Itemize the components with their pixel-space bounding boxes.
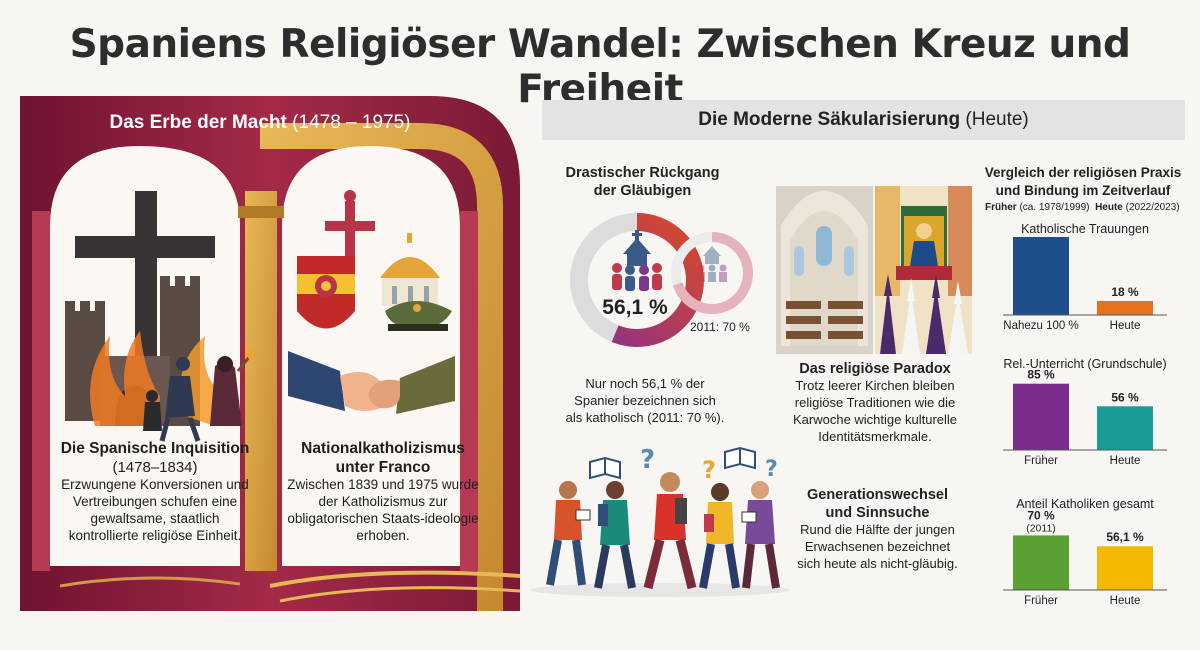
generation-title: Generationswechsel und Sinnsuche bbox=[806, 487, 949, 522]
category-label: Nahezu 100 % bbox=[1003, 320, 1078, 332]
legend-then-bold: Früher bbox=[985, 202, 1017, 213]
church-procession-illustration bbox=[776, 186, 972, 354]
chart-title: Anteil Katholiken gesamt bbox=[1016, 497, 1154, 511]
left-header-light: (1478 – 1975) bbox=[292, 112, 411, 133]
bar-value-label: 85 % bbox=[1027, 368, 1055, 382]
question-mark-icon: ? bbox=[702, 456, 716, 484]
inquisition-text: Erzwungene Konversionen und Vertreibunge… bbox=[61, 477, 249, 543]
chart-title: Katholische Trauungen bbox=[1021, 222, 1149, 236]
donut-small-label: 2011: 70 % bbox=[690, 320, 750, 334]
bar bbox=[1097, 406, 1153, 450]
category-label: Früher bbox=[1024, 595, 1058, 607]
bar bbox=[1013, 383, 1069, 450]
chart-legend: Früher (ca. 1978/1999) Heute (2022/2023) bbox=[985, 202, 1180, 213]
inquisition-title: Die Spanische Inquisition bbox=[60, 440, 250, 457]
chart-section-title: Vergleich der religiösen Praxis und Bind… bbox=[984, 165, 1182, 198]
decline-text: Nur noch 56,1 % der Spanier bezeichnen s… bbox=[565, 376, 725, 425]
bar-charts: Katholische Trauungen Nahezu 100 % 18 % Heu… bbox=[1003, 222, 1167, 607]
paradox-text: Trotz leerer Kirchen bleiben religiöse T… bbox=[792, 378, 958, 444]
inquisition-illustration bbox=[65, 191, 253, 442]
book-icon bbox=[589, 456, 621, 480]
donut-main-label: 56,1 % bbox=[602, 296, 668, 319]
donut-small-arc bbox=[671, 232, 753, 314]
legend-now-bold: Heute bbox=[1095, 202, 1123, 213]
bar-value-label: 18 % bbox=[1111, 285, 1139, 299]
church-people-icon-faded bbox=[697, 246, 727, 282]
left-panel-header: Das Erbe der Macht (1478 – 1975) bbox=[60, 112, 460, 134]
inquisition-years: (1478–1834) bbox=[112, 458, 198, 476]
franco-illustration bbox=[288, 190, 455, 414]
legend-then-light: (ca. 1978/1999) bbox=[1019, 202, 1090, 213]
bar-sub-label: (2011) bbox=[1026, 522, 1056, 534]
franco-block: Nationalkatholizismus unter Franco Zwisc… bbox=[283, 440, 483, 545]
book-icon bbox=[724, 446, 756, 470]
generation-block: Generationswechsel und Sinnsuche Rund di… bbox=[795, 486, 960, 573]
bar bbox=[1097, 546, 1153, 590]
page-title: Spaniens Religiöser Wandel: Zwischen Kre… bbox=[69, 22, 1131, 112]
paradox-title: Das religiöse Paradox bbox=[799, 361, 951, 377]
right-header-bold: Die Moderne Säkularisierung bbox=[698, 109, 961, 130]
category-label: Heute bbox=[1110, 320, 1141, 332]
bar-value-label: 56,1 % bbox=[1106, 530, 1144, 544]
bar-value-label: 70 % bbox=[1027, 508, 1055, 522]
bar-value-label: 56 % bbox=[1111, 390, 1139, 404]
question-mark-icon: ? bbox=[765, 457, 778, 482]
franco-text: Zwischen 1839 und 1975 wurde der Katholi… bbox=[287, 477, 479, 543]
donut-small bbox=[671, 232, 753, 314]
bar bbox=[1097, 300, 1153, 315]
category-label: Früher bbox=[1024, 455, 1058, 467]
category-label: Heute bbox=[1110, 455, 1141, 467]
church-people-icon bbox=[612, 230, 662, 291]
bar bbox=[1013, 237, 1069, 315]
decline-title-text: Drastischer Rückgang der Gläubigen bbox=[565, 165, 720, 200]
left-arch-panel bbox=[20, 96, 520, 611]
question-mark-icon: ? bbox=[640, 445, 655, 475]
donut-main bbox=[570, 213, 704, 347]
category-label: Heute bbox=[1110, 595, 1141, 607]
right-header-light: (Heute) bbox=[965, 109, 1029, 130]
bar bbox=[1013, 535, 1069, 590]
right-panel-header: Die Moderne Säkularisierung (Heute) bbox=[542, 100, 1185, 140]
donut-main-arc bbox=[570, 213, 704, 347]
inquisition-block: Die Spanische Inquisition (1478–1834) Er… bbox=[55, 440, 255, 545]
legend-now-light: (2022/2023) bbox=[1125, 202, 1180, 213]
franco-title: Nationalkatholizismus unter Franco bbox=[301, 440, 465, 476]
decline-title: Drastischer Rückgang der Gläubigen bbox=[555, 164, 730, 200]
young-people-illustration: ? ? ? bbox=[530, 445, 790, 597]
left-header-bold: Das Erbe der Macht bbox=[109, 112, 287, 133]
paradox-block: Das religiöse Paradox Trotz leerer Kirch… bbox=[780, 360, 970, 446]
generation-text: Rund die Hälfte der jungen Erwachsenen b… bbox=[797, 522, 958, 572]
chart-title: Rel.-Unterricht (Grundschule) bbox=[1003, 357, 1166, 371]
